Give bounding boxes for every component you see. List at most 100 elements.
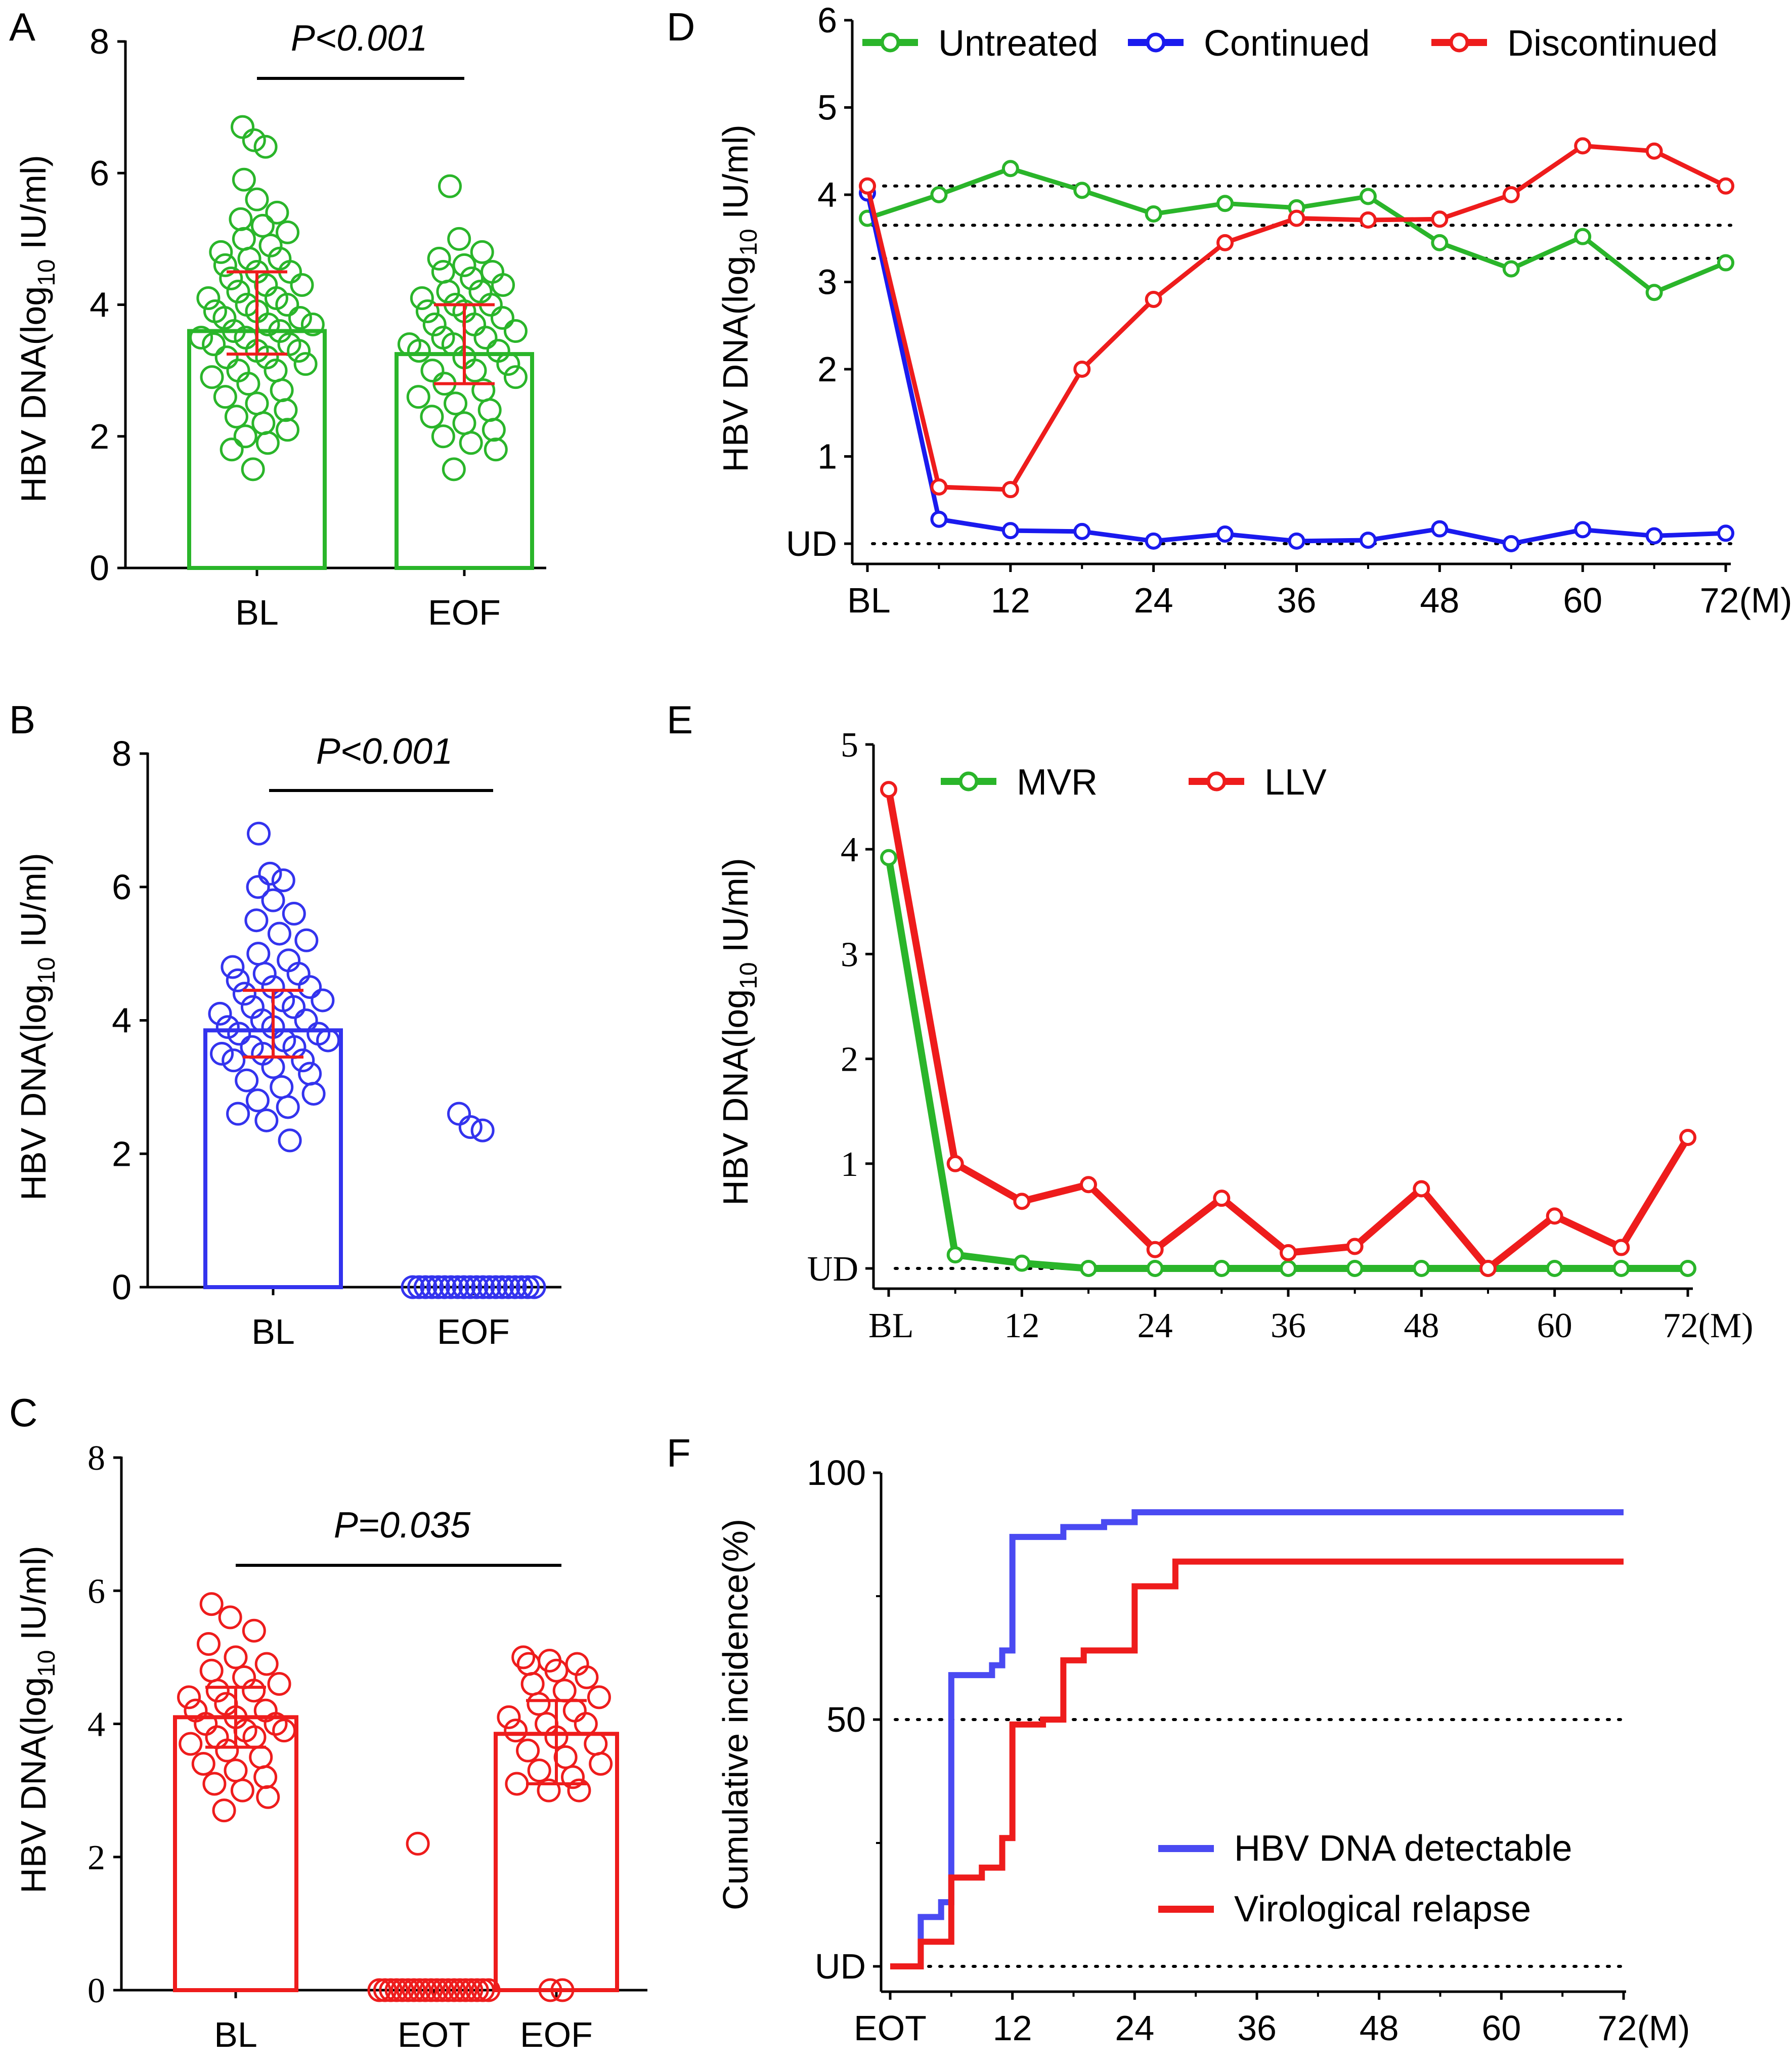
legend-marker <box>1146 32 1166 53</box>
data-point <box>276 220 300 244</box>
data-point <box>267 921 291 946</box>
data-point <box>436 1978 460 2002</box>
x-tick-label: EOT <box>398 2015 470 2054</box>
data-point <box>244 908 269 933</box>
series-marker <box>1145 205 1162 223</box>
data-point <box>471 1978 495 2002</box>
series-marker <box>1431 234 1449 251</box>
data-point <box>245 391 269 416</box>
data-point <box>406 1831 430 1856</box>
series-marker <box>1145 291 1162 308</box>
x-tick-label: 60 <box>1563 581 1602 620</box>
x-tick-label: 12 <box>991 581 1030 620</box>
y-tick-label: UD <box>786 524 837 563</box>
y-tick-label: 6 <box>88 1572 105 1611</box>
data-point <box>562 1698 587 1723</box>
data-point <box>496 352 520 376</box>
x-tick-label: 48 <box>1360 2008 1399 2048</box>
data-point <box>213 385 237 409</box>
series-marker <box>1431 520 1449 538</box>
x-tick-label: EOF <box>520 2015 593 2054</box>
panel-letter-c: C <box>9 1390 37 1435</box>
data-point <box>199 1592 224 1616</box>
panel-a-chart: HBV DNA(log10 IU/ml) P<0.001 0 2 4 6 8 BL EOF <box>14 18 546 632</box>
data-point <box>407 1275 431 1299</box>
data-point <box>237 246 261 271</box>
x-tick-label: EOF <box>437 1312 510 1351</box>
data-point <box>408 1978 432 2002</box>
series-marker <box>1717 177 1734 195</box>
data-point <box>265 200 289 225</box>
data-point <box>298 1062 322 1086</box>
series-marker <box>1717 524 1734 542</box>
data-point <box>413 1978 438 2002</box>
data-point <box>459 431 483 455</box>
series-marker <box>1502 260 1520 278</box>
legend-label: LLV <box>1264 762 1327 803</box>
data-point <box>459 1978 484 2002</box>
legend-marker <box>880 32 900 53</box>
series-marker <box>1080 1260 1097 1277</box>
x-tick-label: 24 <box>1115 2008 1154 2048</box>
data-point <box>367 1978 391 2002</box>
x-tick-label: 48 <box>1404 1306 1439 1345</box>
data-point <box>373 1978 397 2002</box>
panel-letter-f: F <box>667 1431 691 1475</box>
data-point <box>473 326 498 350</box>
panel-d-ylabel: HBV DNA(log10 IU/ml) <box>716 124 762 472</box>
legend-label: Continued <box>1204 23 1370 64</box>
data-point <box>258 861 282 886</box>
data-point <box>298 975 322 999</box>
series-marker <box>880 849 897 866</box>
series-marker <box>1001 481 1019 499</box>
data-point <box>202 1772 227 1796</box>
data-point <box>208 1001 232 1026</box>
data-point <box>209 240 233 264</box>
data-point <box>452 1275 476 1299</box>
data-point <box>229 207 253 231</box>
panel-letter-b: B <box>9 697 35 742</box>
data-point <box>390 1978 414 2002</box>
x-tick-label: 72(M) <box>1700 581 1792 620</box>
data-point <box>575 1665 599 1689</box>
data-point <box>282 902 306 926</box>
legend-marker <box>1449 32 1469 53</box>
data-point <box>452 411 476 435</box>
x-tick-label: EOF <box>428 593 501 632</box>
y-tick-label: 100 <box>807 1453 866 1492</box>
data-point <box>471 1275 495 1299</box>
series-marker <box>1280 1244 1297 1261</box>
series-marker <box>1288 532 1305 550</box>
data-point <box>522 1275 546 1299</box>
data-point <box>484 1275 508 1299</box>
data-point <box>406 385 430 409</box>
data-point <box>503 319 528 343</box>
data-point <box>247 821 271 846</box>
data-point <box>202 332 226 357</box>
data-point <box>267 1672 291 1696</box>
data-point <box>470 240 494 264</box>
series-marker <box>1346 1260 1364 1277</box>
panel-b-ylabel: HBV DNA(log10 IU/ml) <box>14 853 60 1200</box>
series-marker <box>1216 234 1234 251</box>
y-tick-label: 0 <box>90 548 109 588</box>
data-point <box>477 1275 502 1299</box>
series-marker <box>1574 228 1592 245</box>
data-point <box>436 279 460 303</box>
x-tick-label: 60 <box>1537 1306 1572 1345</box>
data-point <box>227 1022 251 1046</box>
data-point <box>249 1745 273 1769</box>
data-point <box>282 995 306 1019</box>
panel-letter-a: A <box>9 5 35 49</box>
legend-label: Untreated <box>938 23 1098 64</box>
data-point <box>447 1102 471 1126</box>
series-marker <box>1574 521 1592 539</box>
data-point <box>242 128 266 152</box>
data-point <box>270 1075 294 1099</box>
y-tick-label: 2 <box>90 417 109 456</box>
series-marker <box>1145 532 1162 550</box>
x-tick-label: EOT <box>854 2008 927 2048</box>
series-marker <box>859 177 876 195</box>
data-point <box>515 1275 540 1299</box>
